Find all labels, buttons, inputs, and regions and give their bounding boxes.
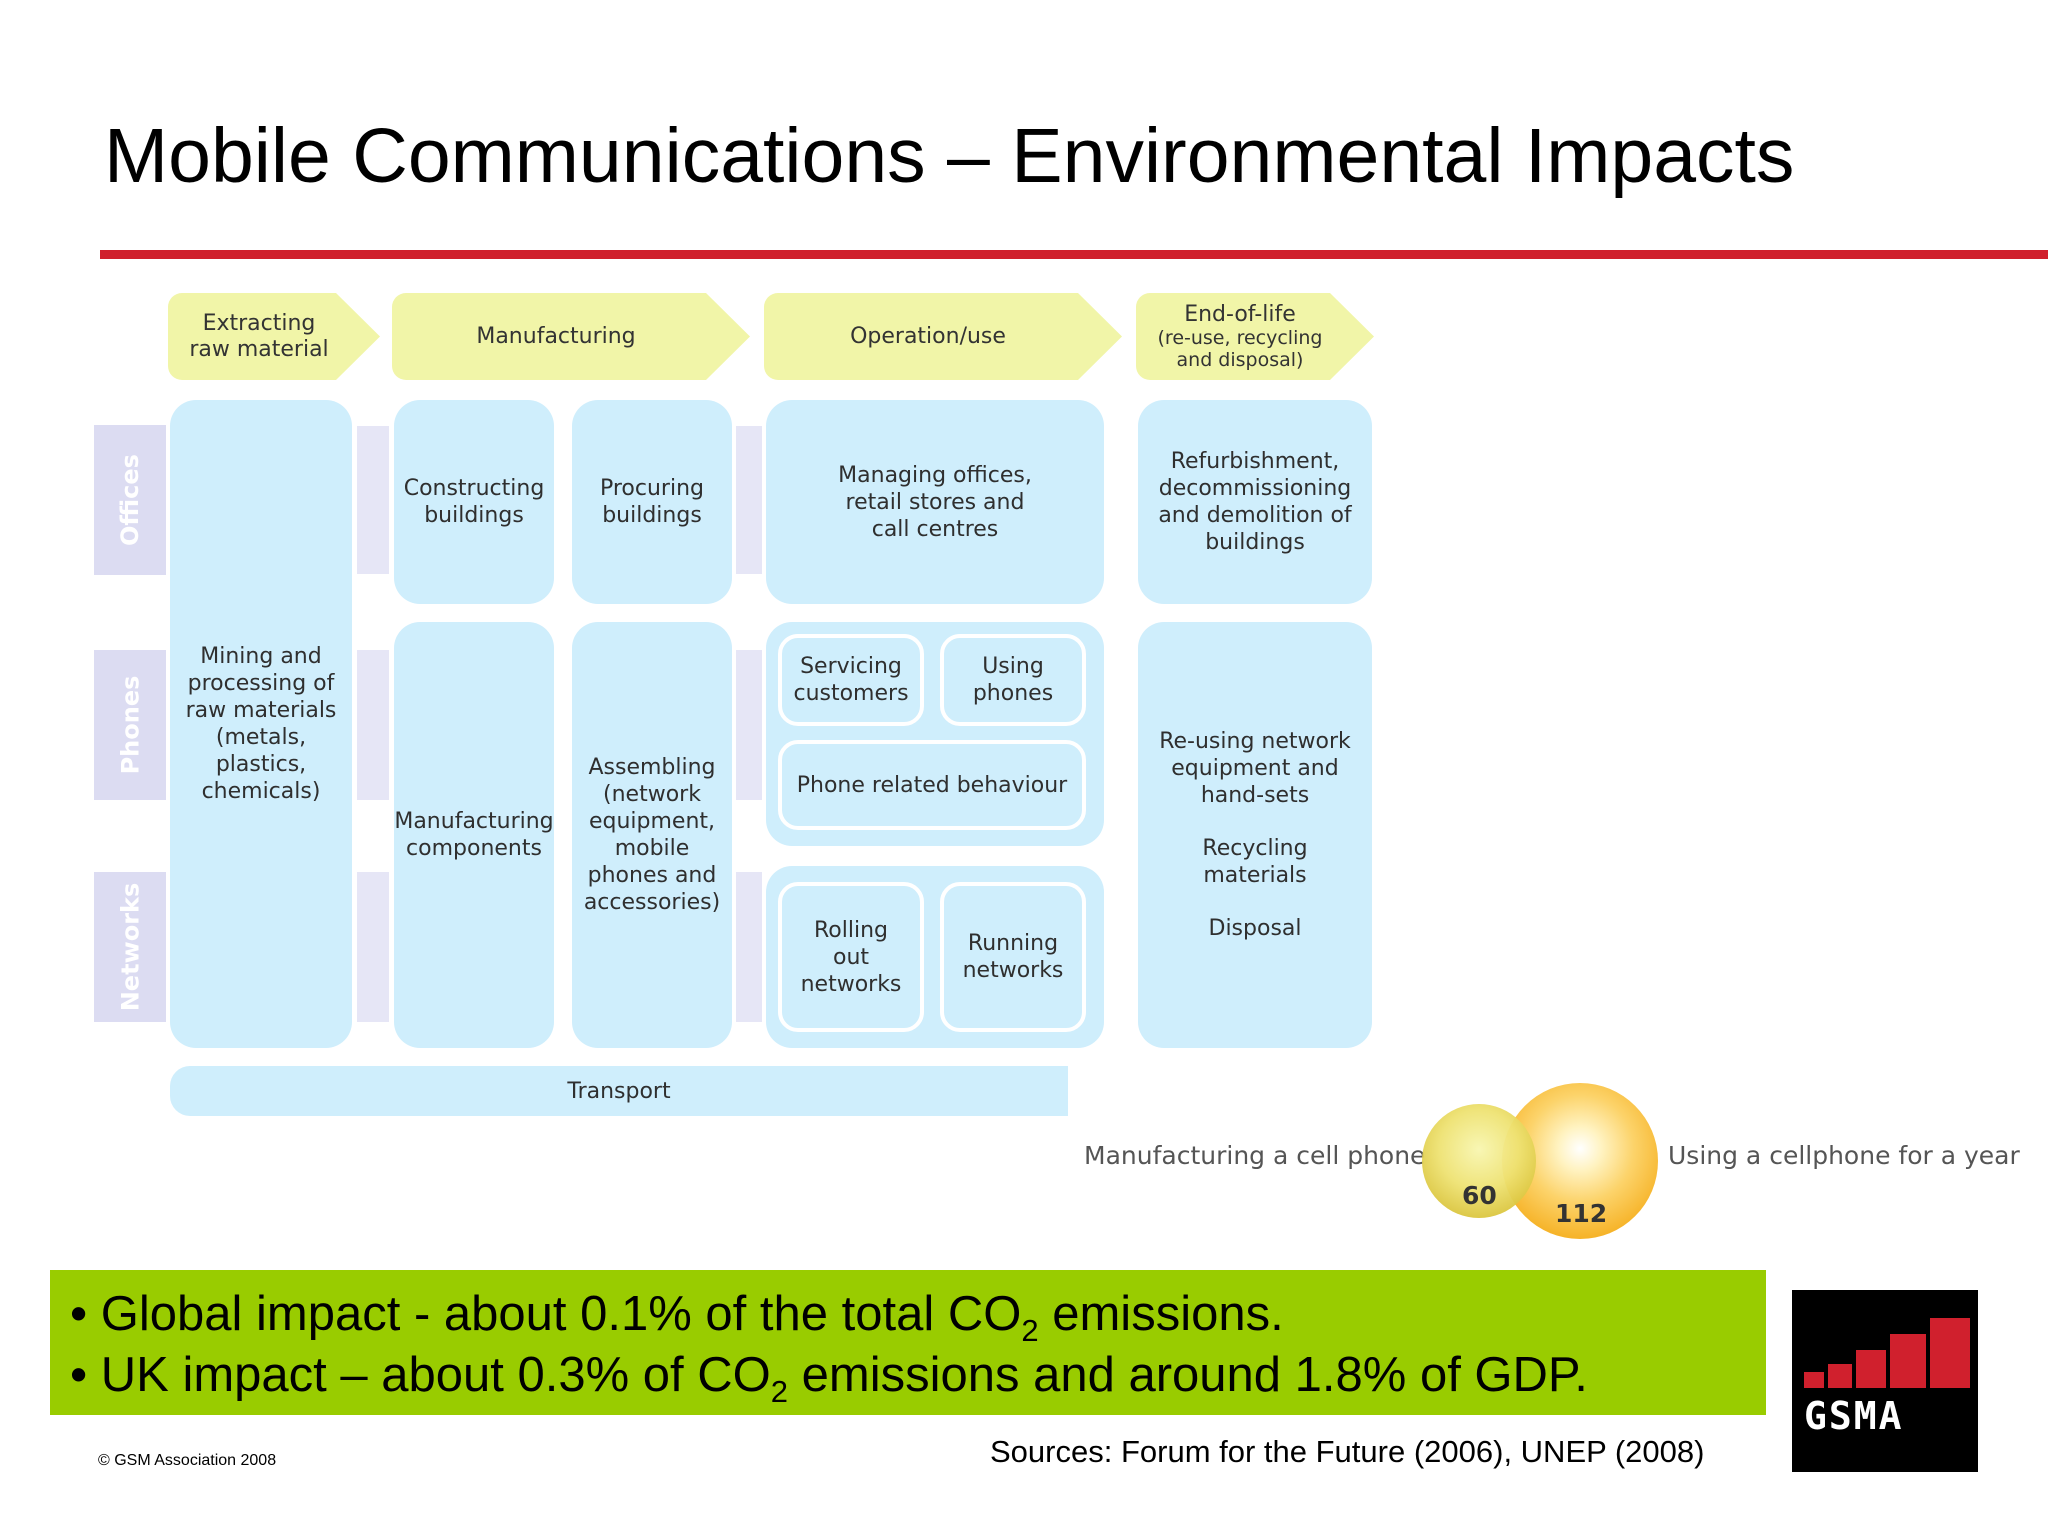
bullet-uk-impact-text: • UK impact – about 0.3% of CO — [70, 1348, 771, 1402]
row-label-phones: Phones — [94, 650, 166, 800]
title-underline — [100, 250, 2048, 259]
box-managing-offices: Managing offices, retail stores and call… — [766, 400, 1104, 604]
bullet-global-impact-end: emissions. — [1038, 1287, 1284, 1341]
copyright-footer: © GSM Association 2008 — [98, 1452, 277, 1469]
logo-bar — [1804, 1372, 1824, 1388]
stage-manufacturing: Manufacturing — [392, 293, 750, 380]
separator-strip — [736, 872, 762, 1022]
logo-text: GSMA — [1804, 1394, 1904, 1438]
co2-subscript: 2 — [1021, 1313, 1039, 1348]
using-cellphone-year-label: Using a cellphone for a year — [1668, 1141, 2020, 1170]
bullet-uk-impact: • UK impact – about 0.3% of CO2 emission… — [70, 1345, 1766, 1409]
box-servicing-customers-text: Servicing customers — [793, 654, 909, 706]
box-servicing-customers: Servicing customers — [778, 634, 924, 726]
box-managing-offices-text: Managing offices, retail stores and call… — [838, 462, 1032, 542]
box-using-phones-text: Using phones — [972, 654, 1054, 706]
row-label-phones-text: Phones — [116, 675, 144, 775]
logo-bar — [1930, 1318, 1970, 1388]
box-assembling: Assembling (network equipment, mobile ph… — [572, 622, 732, 1048]
row-label-networks: Networks — [94, 872, 166, 1022]
co2-subscript: 2 — [770, 1374, 789, 1409]
stage-extracting: Extracting raw material — [168, 293, 380, 380]
transport-bar: Transport — [170, 1066, 1068, 1116]
bullet-global-impact-text: • Global impact - about 0.1% of the tota… — [70, 1287, 1022, 1341]
page-title: Mobile Communications – Environmental Im… — [104, 113, 1795, 199]
box-procuring-buildings-text: Procuring buildings — [599, 476, 704, 528]
logo-bar — [1828, 1364, 1852, 1388]
box-disposal-text: Disposal — [1208, 916, 1302, 941]
manufacturing-cell-phone-bubble — [1422, 1104, 1536, 1218]
box-phone-related-behaviour: Phone related behaviour — [778, 740, 1086, 830]
separator-strip — [736, 650, 762, 800]
box-using-phones: Using phones — [940, 634, 1086, 726]
box-constructing-buildings: Constructing buildings — [394, 400, 554, 604]
manufacturing-value: 60 — [1462, 1181, 1497, 1210]
transport-bar-text: Transport — [567, 1078, 671, 1104]
row-label-networks-text: Networks — [116, 882, 145, 1012]
row-label-offices: Offices — [94, 425, 166, 575]
stage-end-of-life: End-of-life (re-use, recycling and dispo… — [1136, 293, 1374, 380]
row-label-offices-text: Offices — [116, 454, 144, 546]
box-assembling-text: Assembling (network equipment, mobile ph… — [583, 755, 721, 915]
stage-manufacturing-label: Manufacturing — [476, 324, 636, 349]
box-refurbishment-text: Refurbishment, decommissioning and demol… — [1158, 449, 1352, 555]
key-facts-box: • Global impact - about 0.1% of the tota… — [50, 1270, 1766, 1415]
separator-strip — [357, 650, 389, 800]
bullet-global-impact: • Global impact - about 0.1% of the tota… — [70, 1284, 1766, 1348]
separator-strip — [736, 426, 762, 574]
box-rolling-out-networks-text: Rolling out networks — [800, 917, 902, 997]
separator-strip — [357, 426, 389, 574]
box-running-networks-text: Running networks — [962, 931, 1064, 983]
stage-end-of-life-label: End-of-life — [1184, 302, 1296, 327]
stage-extracting-label: Extracting raw material — [189, 310, 329, 362]
box-mining-processing: Mining and processing of raw materials (… — [170, 400, 352, 1048]
gsma-logo: GSMA — [1792, 1290, 1978, 1472]
bullet-uk-impact-end: emissions and around 1.8% of GDP. — [788, 1348, 1588, 1402]
box-end-of-life-phones-networks: Re-using network equipment and hand-sets… — [1138, 622, 1372, 1048]
box-recycling-text: Recycling materials — [1202, 836, 1308, 888]
box-running-networks: Running networks — [940, 882, 1086, 1032]
stage-operation-label: Operation/use — [850, 324, 1006, 349]
box-rolling-out-networks: Rolling out networks — [778, 882, 924, 1032]
box-reusing-text: Re-using network equipment and hand-sets — [1159, 729, 1351, 808]
logo-bar — [1890, 1334, 1926, 1388]
logo-bar — [1856, 1350, 1886, 1388]
using-value: 112 — [1555, 1199, 1608, 1228]
box-phone-related-behaviour-text: Phone related behaviour — [796, 772, 1068, 798]
box-manufacturing-components-text: Manufacturing components — [394, 809, 554, 861]
sources-citation: Sources: Forum for the Future (2006), UN… — [990, 1434, 1705, 1469]
manufacturing-cell-phone-label: Manufacturing a cell phone — [1084, 1141, 1426, 1170]
box-constructing-buildings-text: Constructing buildings — [403, 476, 545, 528]
separator-strip — [357, 872, 389, 1022]
stage-end-of-life-sublabel: (re-use, recycling and disposal) — [1157, 327, 1323, 371]
box-manufacturing-components: Manufacturing components — [394, 622, 554, 1048]
box-procuring-buildings: Procuring buildings — [572, 400, 732, 604]
stage-operation: Operation/use — [764, 293, 1122, 380]
box-refurbishment: Refurbishment, decommissioning and demol… — [1138, 400, 1372, 604]
box-mining-processing-text: Mining and processing of raw materials (… — [185, 644, 337, 804]
